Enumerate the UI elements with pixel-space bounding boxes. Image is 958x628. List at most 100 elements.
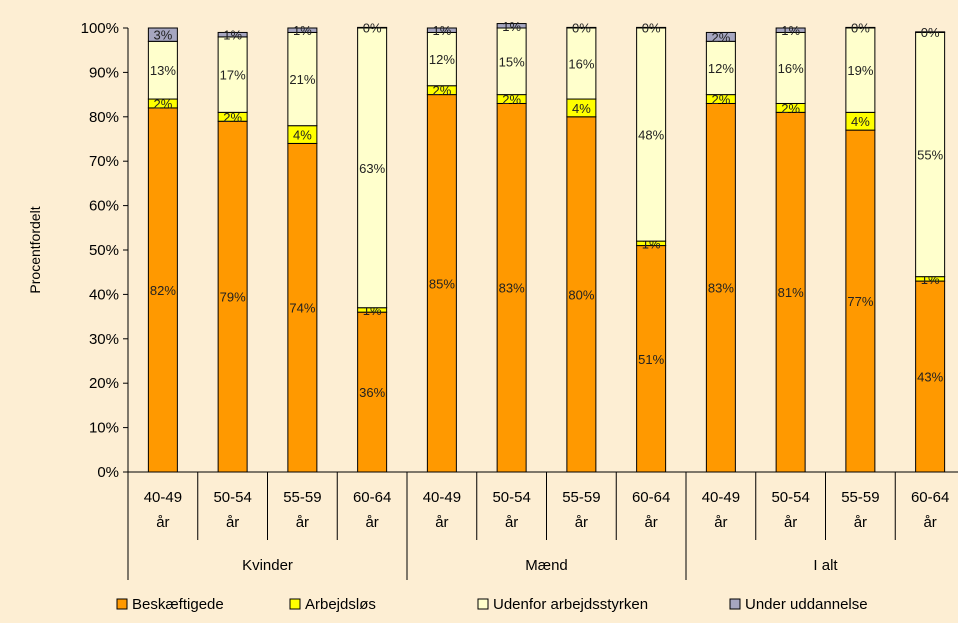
y-tick-label: 0%	[97, 464, 119, 481]
bar-segment	[636, 245, 667, 473]
x-tick-label: 55-59	[841, 489, 879, 506]
x-tick-label-unit: år	[784, 514, 797, 531]
group-label: I alt	[813, 557, 838, 574]
y-axis-title: Procentfordelt	[27, 206, 43, 293]
data-label: 12%	[429, 52, 455, 67]
x-tick-label: 50-54	[771, 489, 809, 506]
bar-segment	[915, 31, 946, 278]
bar-segment	[705, 31, 736, 42]
x-tick-label-unit: år	[854, 514, 867, 531]
data-label: 1%	[781, 23, 800, 38]
bar-segment	[915, 31, 946, 33]
data-label: 4%	[572, 101, 591, 116]
bar-segment	[357, 26, 388, 29]
bar-segment	[287, 31, 318, 127]
bar-segment	[147, 27, 178, 42]
data-label: 83%	[708, 281, 734, 296]
y-tick-label: 90%	[89, 64, 119, 81]
data-label: 21%	[289, 72, 315, 87]
bar-segment	[147, 107, 178, 473]
data-label: 0%	[921, 25, 940, 40]
y-tick-label: 50%	[89, 242, 119, 259]
data-label: 81%	[778, 285, 804, 300]
data-label: 63%	[359, 161, 385, 176]
y-tick-label: 20%	[89, 375, 119, 392]
data-label: 0%	[642, 21, 661, 36]
bar-segment	[426, 31, 457, 87]
legend-entry: Beskæftigede	[132, 596, 224, 613]
legend-entry: Under uddannelse	[745, 596, 868, 613]
y-tick-label: 10%	[89, 420, 119, 437]
bar-segment	[775, 31, 806, 104]
x-tick-label-unit: år	[714, 514, 727, 531]
x-tick-label: 40-49	[144, 489, 182, 506]
data-label: 2%	[711, 92, 730, 107]
y-tick-label: 70%	[89, 153, 119, 170]
bar-segment	[217, 120, 248, 473]
data-label: 0%	[363, 21, 382, 36]
bar-segment	[426, 27, 457, 33]
data-label: 2%	[432, 83, 451, 98]
bar-segment	[217, 31, 248, 38]
data-label: 2%	[153, 96, 172, 111]
data-label: 19%	[847, 63, 873, 78]
data-label: 2%	[781, 101, 800, 116]
y-tick-label: 40%	[89, 286, 119, 303]
bar-segment	[496, 23, 527, 29]
data-label: 1%	[432, 23, 451, 38]
x-tick-label: 60-64	[911, 489, 949, 506]
data-label: 43%	[917, 370, 943, 385]
x-tick-label-unit: år	[226, 514, 239, 531]
data-label: 36%	[359, 385, 385, 400]
bar-segment	[496, 102, 527, 473]
legend-swatch	[477, 598, 489, 610]
bar-segment	[705, 40, 736, 96]
y-tick-label: 30%	[89, 331, 119, 348]
bar-segment	[357, 311, 388, 473]
data-label: 83%	[499, 281, 525, 296]
data-label: 79%	[220, 290, 246, 305]
legend-swatch	[116, 598, 128, 610]
x-tick-label: 40-49	[702, 489, 740, 506]
bar-segment	[357, 27, 388, 309]
data-label: 1%	[293, 23, 312, 38]
group-label: Kvinder	[242, 557, 293, 574]
bar-segment	[915, 280, 946, 473]
bar-segment	[217, 36, 248, 113]
data-label: 48%	[638, 128, 664, 143]
data-label: 51%	[638, 352, 664, 367]
data-label: 16%	[778, 61, 804, 76]
bar-segment	[845, 129, 876, 473]
x-tick-label-unit: år	[644, 514, 657, 531]
y-tick-label: 80%	[89, 109, 119, 126]
bar-segment	[496, 27, 527, 96]
bar-segment	[845, 26, 876, 29]
x-tick-label-unit: år	[923, 514, 936, 531]
bar-segment	[705, 102, 736, 473]
x-tick-label: 60-64	[353, 489, 391, 506]
y-tick-label: 100%	[81, 20, 119, 37]
x-tick-label: 55-59	[562, 489, 600, 506]
legend-swatch	[289, 598, 301, 610]
x-tick-label-unit: år	[365, 514, 378, 531]
data-label: 55%	[917, 148, 943, 163]
bar-segment	[287, 27, 318, 33]
group-label: Mænd	[525, 557, 568, 574]
legend-entry: Udenfor arbejdsstyrken	[493, 596, 648, 613]
data-label: 4%	[851, 114, 870, 129]
bar-segment	[636, 27, 667, 242]
bar-segment	[566, 26, 597, 29]
bar-segment	[566, 116, 597, 473]
data-label: 1%	[223, 28, 242, 43]
bar-segment	[636, 26, 667, 29]
x-tick-label-unit: år	[505, 514, 518, 531]
bar-segment	[287, 142, 318, 473]
x-tick-label-unit: år	[296, 514, 309, 531]
data-label: 15%	[499, 54, 525, 69]
data-label: 3%	[153, 28, 172, 43]
data-label: 77%	[847, 294, 873, 309]
data-label: 80%	[568, 287, 594, 302]
